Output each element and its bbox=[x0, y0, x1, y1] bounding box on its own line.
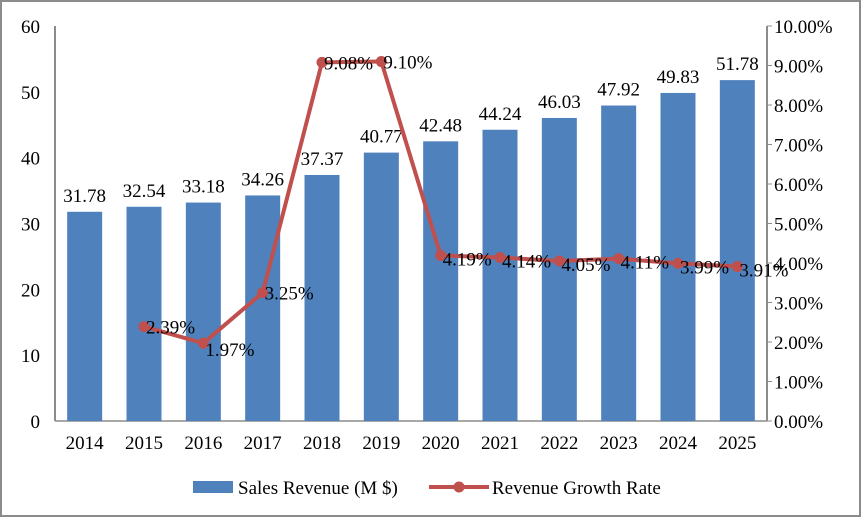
x-tick-label: 2016 bbox=[184, 433, 222, 454]
x-tick-label: 2022 bbox=[540, 433, 578, 454]
left-tick-label: 10 bbox=[21, 346, 40, 367]
growth-data-label: 2.39% bbox=[146, 318, 195, 339]
x-tick-label: 2021 bbox=[481, 433, 519, 454]
left-tick-label: 0 bbox=[31, 412, 41, 433]
left-tick-label: 30 bbox=[21, 215, 40, 236]
growth-data-label: 1.97% bbox=[205, 340, 254, 361]
bar bbox=[304, 174, 340, 421]
x-tick-label: 2025 bbox=[718, 433, 756, 454]
growth-data-label: 3.99% bbox=[680, 257, 729, 278]
x-tick-label: 2014 bbox=[66, 433, 105, 454]
growth-point bbox=[257, 287, 269, 299]
x-tick-label: 2017 bbox=[244, 433, 282, 454]
growth-data-label: 9.08% bbox=[324, 53, 373, 74]
x-tick-label: 2015 bbox=[125, 433, 163, 454]
bar bbox=[719, 80, 755, 422]
bar bbox=[126, 206, 162, 421]
bar-data-label: 37.37 bbox=[301, 149, 344, 170]
right-tick-label: 10.00% bbox=[774, 17, 833, 38]
x-tick-label: 2019 bbox=[362, 433, 400, 454]
left-tick-label: 60 bbox=[21, 17, 40, 38]
growth-data-label: 4.05% bbox=[561, 255, 610, 276]
growth-point bbox=[435, 249, 447, 261]
bar-data-label: 31.78 bbox=[63, 186, 106, 207]
left-tick-label: 40 bbox=[21, 149, 40, 170]
bar-data-label: 44.24 bbox=[479, 104, 522, 125]
x-tick-label: 2024 bbox=[659, 433, 698, 454]
growth-data-label: 4.11% bbox=[621, 253, 670, 274]
left-tick-label: 20 bbox=[21, 280, 40, 301]
bar-data-label: 49.83 bbox=[657, 67, 700, 88]
right-tick-label: 1.00% bbox=[774, 373, 823, 394]
bar bbox=[660, 92, 696, 421]
bar-data-label: 46.03 bbox=[538, 92, 581, 113]
right-tick-label: 7.00% bbox=[774, 136, 823, 157]
bar-data-label: 40.77 bbox=[360, 127, 403, 148]
growth-point bbox=[375, 56, 387, 68]
legend-line-marker bbox=[453, 481, 465, 493]
legend-line-label: Revenue Growth Rate bbox=[492, 478, 661, 499]
legend-bar-label: Sales Revenue (M $) bbox=[238, 478, 398, 499]
bar bbox=[185, 202, 221, 421]
growth-point bbox=[731, 261, 743, 273]
right-tick-label: 8.00% bbox=[774, 96, 823, 117]
bar-data-label: 34.26 bbox=[241, 169, 284, 190]
growth-point bbox=[553, 255, 565, 267]
right-tick-label: 4.00% bbox=[774, 254, 823, 275]
growth-point bbox=[613, 253, 625, 265]
bar-data-label: 32.54 bbox=[123, 181, 166, 202]
growth-data-label: 4.19% bbox=[443, 249, 492, 270]
right-tick-label: 5.00% bbox=[774, 215, 823, 236]
bar bbox=[363, 152, 399, 421]
bar bbox=[423, 141, 459, 421]
right-tick-label: 2.00% bbox=[774, 333, 823, 354]
growth-point bbox=[316, 56, 328, 68]
growth-point bbox=[138, 321, 150, 333]
x-tick-label: 2023 bbox=[600, 433, 638, 454]
bar bbox=[541, 117, 577, 421]
bar-data-label: 33.18 bbox=[182, 177, 225, 198]
bar-data-label: 51.78 bbox=[716, 54, 759, 75]
growth-data-label: 3.25% bbox=[265, 284, 314, 305]
x-tick-label: 2018 bbox=[303, 433, 341, 454]
bar bbox=[245, 195, 281, 421]
bar bbox=[67, 211, 103, 421]
left-tick-label: 50 bbox=[21, 83, 40, 104]
bar-data-label: 47.92 bbox=[597, 80, 640, 101]
growth-data-label: 3.91% bbox=[739, 261, 788, 282]
right-tick-label: 9.00% bbox=[774, 57, 823, 78]
legend-bar-swatch bbox=[193, 481, 233, 493]
right-tick-label: 6.00% bbox=[774, 175, 823, 196]
growth-data-label: 4.14% bbox=[502, 251, 551, 272]
bar-data-label: 42.48 bbox=[419, 115, 462, 136]
right-tick-label: 3.00% bbox=[774, 294, 823, 315]
bar bbox=[482, 129, 518, 421]
right-tick-label: 0.00% bbox=[774, 412, 823, 433]
growth-point bbox=[494, 251, 506, 263]
growth-data-label: 9.10% bbox=[383, 53, 432, 74]
growth-point bbox=[672, 257, 684, 269]
growth-point bbox=[197, 337, 209, 349]
x-tick-label: 2020 bbox=[422, 433, 460, 454]
